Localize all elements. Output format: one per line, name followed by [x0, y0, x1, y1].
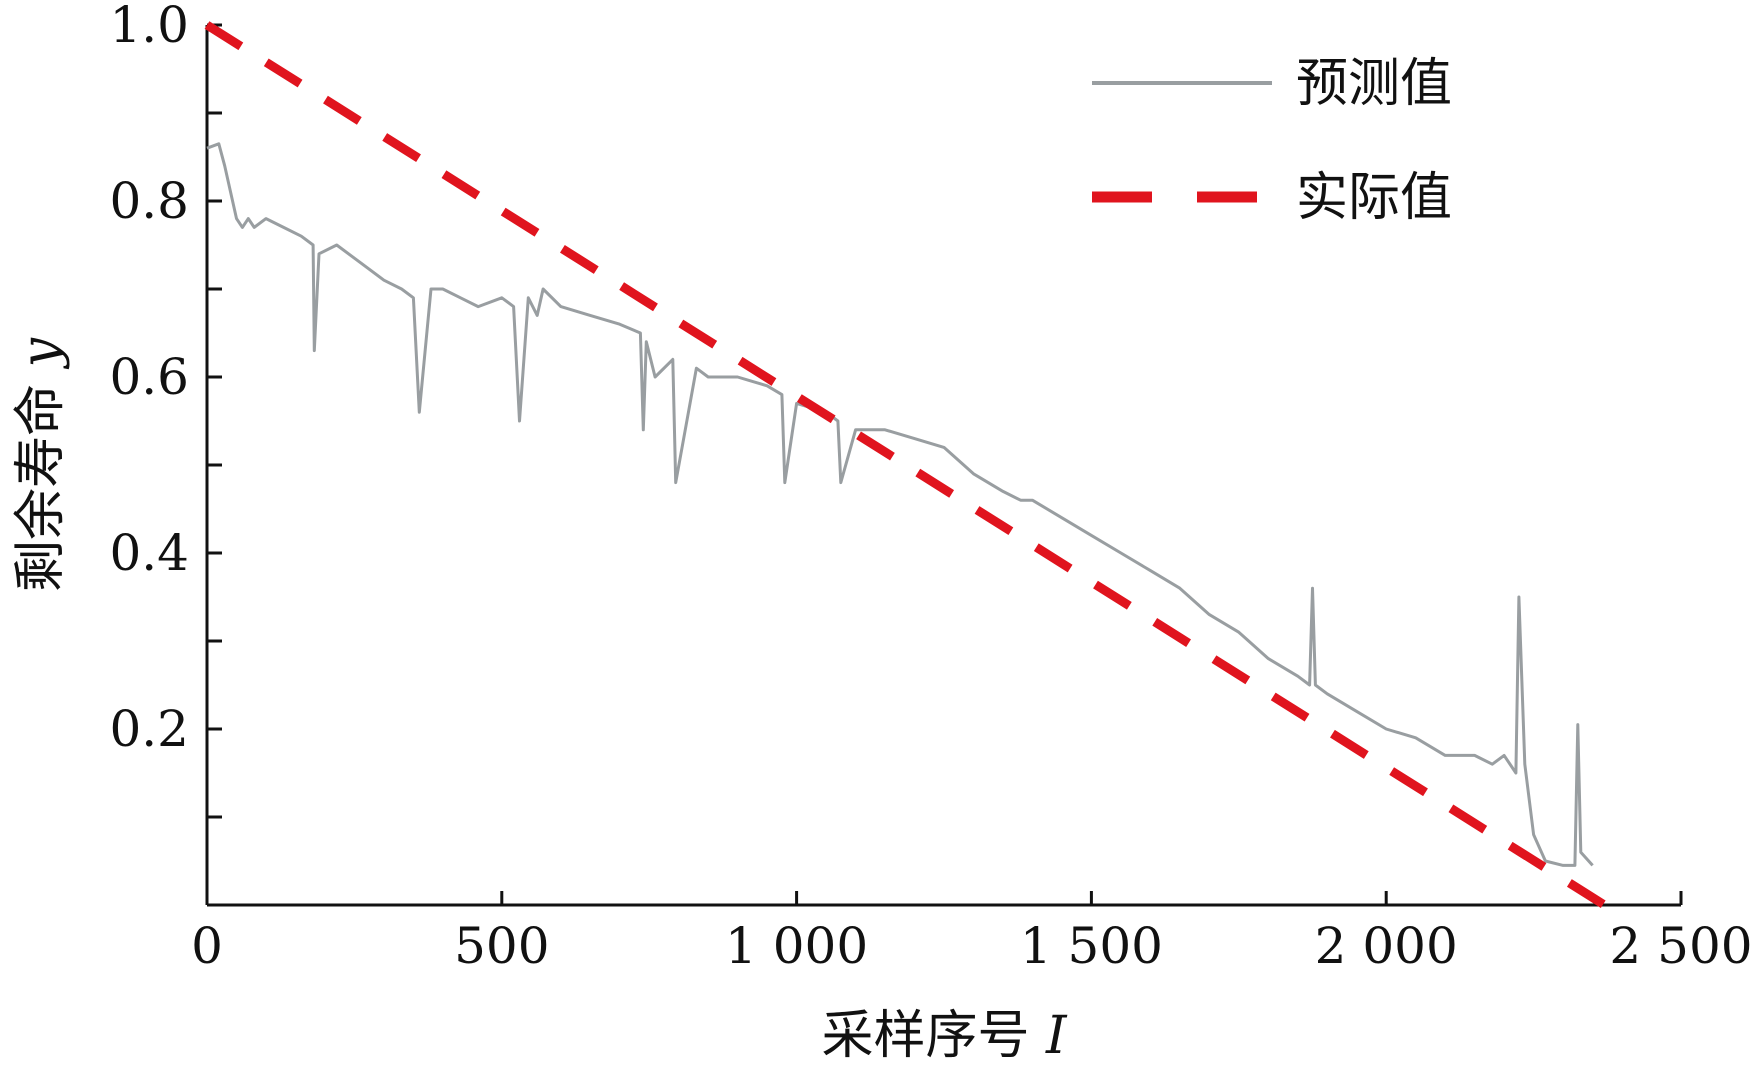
- series-line-predicted: [206, 142, 1594, 867]
- series-line-actual: [204, 21, 1607, 909]
- series-layer: [204, 21, 1607, 909]
- x-axis-title: 采样序号 I: [821, 1006, 1068, 1066]
- x-tick-label: 2 000: [1315, 917, 1458, 975]
- x-tick-label: 1 500: [1020, 917, 1163, 975]
- axes: [205, 25, 1681, 907]
- y-axis-title: 剩余寿命 y: [11, 337, 71, 592]
- y-tick-label: 0.4: [109, 524, 189, 582]
- x-tick-label: 0: [191, 917, 223, 975]
- x-tick-label: 500: [454, 917, 549, 975]
- x-tick-label: 2 500: [1609, 917, 1751, 975]
- legend-label-actual: 实际值: [1296, 168, 1452, 228]
- y-tick-label: 0.2: [109, 700, 189, 758]
- y-tick-label: 0.6: [109, 348, 189, 406]
- y-tick-label: 1.0: [109, 0, 189, 54]
- x-tick-label: 1 000: [725, 917, 868, 975]
- axis-titles: 采样序号 I 剩余寿命 y: [11, 337, 1068, 1066]
- legend: 预测值 实际值: [1092, 54, 1452, 228]
- ticks: 0 500 1 000 1 500 2 000 2 500 0.2 0.4 0.6 0.8 1.0: [109, 0, 1751, 975]
- legend-label-predicted: 预测值: [1296, 54, 1452, 114]
- y-tick-label: 0.8: [109, 172, 189, 230]
